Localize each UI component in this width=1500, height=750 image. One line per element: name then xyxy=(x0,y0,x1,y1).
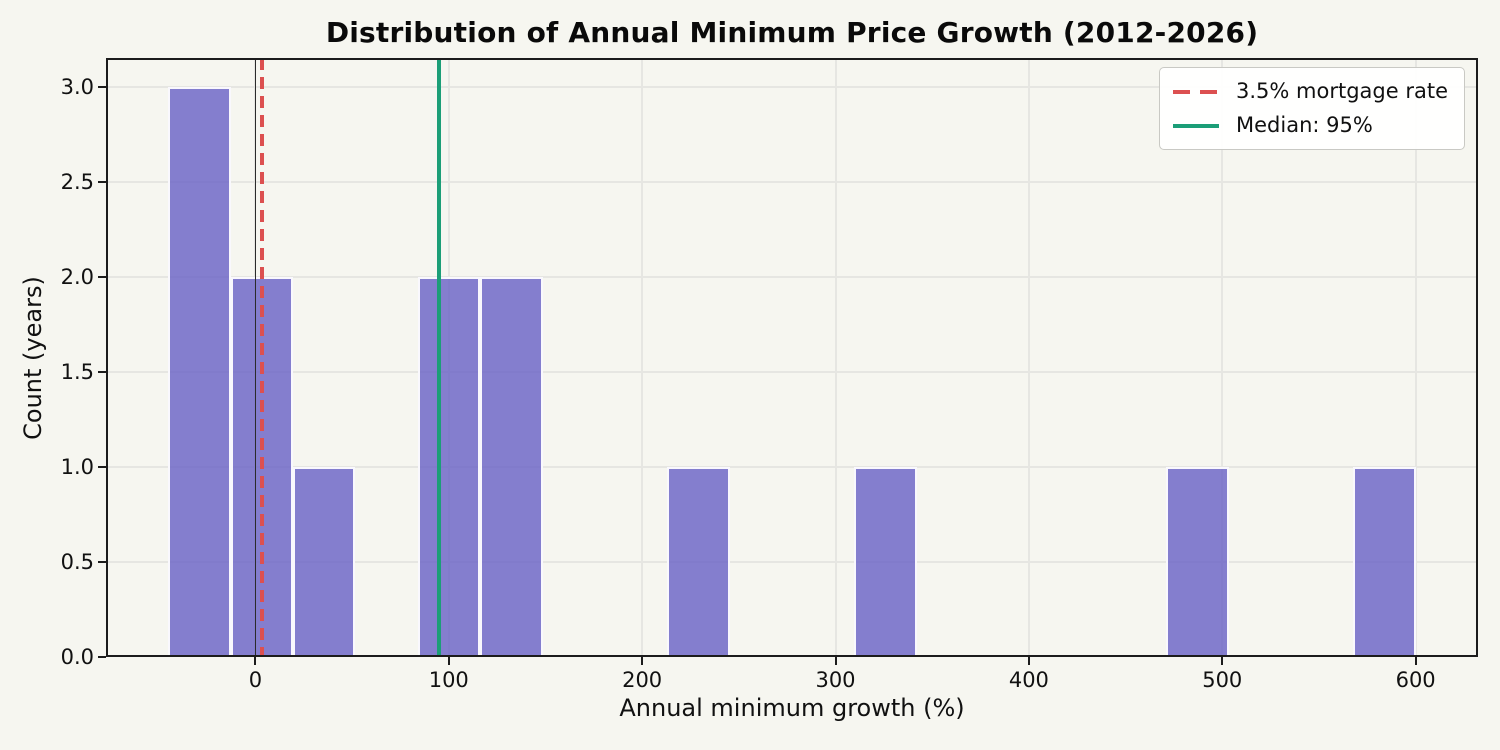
x-tick-mark xyxy=(1027,657,1030,665)
histogram-bar xyxy=(480,276,543,657)
y-tick-label: 0.0 xyxy=(60,645,94,669)
histogram-bar xyxy=(1353,466,1416,657)
x-tick-label: 400 xyxy=(1008,668,1049,692)
y-tick-label: 0.5 xyxy=(60,549,94,574)
y-tick-label: 1.0 xyxy=(60,454,94,479)
y-tick-mark xyxy=(98,656,106,658)
x-tick-label: 100 xyxy=(428,668,469,692)
y-gridline xyxy=(106,370,1478,373)
histogram-bar xyxy=(667,466,730,657)
legend-label: Median: 95% xyxy=(1236,113,1373,137)
y-tick-mark xyxy=(98,465,106,468)
y-gridline xyxy=(106,85,1478,88)
x-gridline xyxy=(834,58,837,657)
y-tick-label: 1.5 xyxy=(60,359,94,384)
legend-entry-median: Median: 95% xyxy=(1173,112,1448,139)
mortgage-rate-line xyxy=(260,58,265,657)
x-tick-label: 300 xyxy=(815,668,856,692)
y-gridline xyxy=(106,560,1478,563)
x-gridline xyxy=(641,58,644,657)
y-tick-mark xyxy=(98,370,106,373)
histogram-bar xyxy=(417,276,481,657)
y-axis-label: Count (years) xyxy=(19,276,47,440)
y-tick-mark xyxy=(98,85,106,88)
y-tick-label: 3.0 xyxy=(60,74,94,99)
x-tick-label: 500 xyxy=(1202,668,1243,692)
histogram-bar xyxy=(854,466,917,657)
y-tick-label: 2.0 xyxy=(60,264,94,289)
y-gridline xyxy=(106,465,1478,468)
plot-area: 3.5% mortgage rate Median: 95% 0 100 200 30… xyxy=(61,58,1478,692)
x-gridline xyxy=(1221,58,1224,657)
x-tick-mark xyxy=(834,657,837,665)
x-tick-label: 0 xyxy=(248,668,263,692)
x-gridline xyxy=(1027,58,1030,657)
x-tick-mark xyxy=(254,657,257,665)
legend-entry-mortgage-rate: 3.5% mortgage rate xyxy=(1173,78,1448,105)
chart-title: Distribution of Annual Minimum Price Gro… xyxy=(325,16,1259,49)
y-gridline xyxy=(106,180,1478,183)
y-tick-mark xyxy=(98,275,106,278)
x-tick-mark xyxy=(1414,657,1417,665)
x-tick-mark xyxy=(1221,657,1224,665)
histogram-bar xyxy=(168,86,231,657)
legend-label: 3.5% mortgage rate xyxy=(1236,79,1448,103)
x-tick-mark xyxy=(447,657,450,665)
y-tick-mark xyxy=(98,560,106,563)
median-line xyxy=(437,58,442,657)
legend: 3.5% mortgage rate Median: 95% xyxy=(1159,67,1465,150)
x-tick-label: 200 xyxy=(622,668,663,692)
x-axis-label: Annual minimum growth (%) xyxy=(619,694,965,722)
zero-line xyxy=(254,58,257,657)
x-tick-label: 600 xyxy=(1395,668,1436,692)
y-tick-mark xyxy=(98,180,106,183)
x-tick-mark xyxy=(641,657,644,665)
green-solid-line-sample xyxy=(1173,123,1220,128)
x-gridline xyxy=(1414,58,1417,657)
red-dashed-line-sample xyxy=(1173,89,1220,94)
histogram-bar xyxy=(1166,466,1229,657)
histogram-bar xyxy=(293,466,356,657)
y-tick-label: 2.5 xyxy=(60,169,94,194)
y-gridline xyxy=(106,275,1478,278)
